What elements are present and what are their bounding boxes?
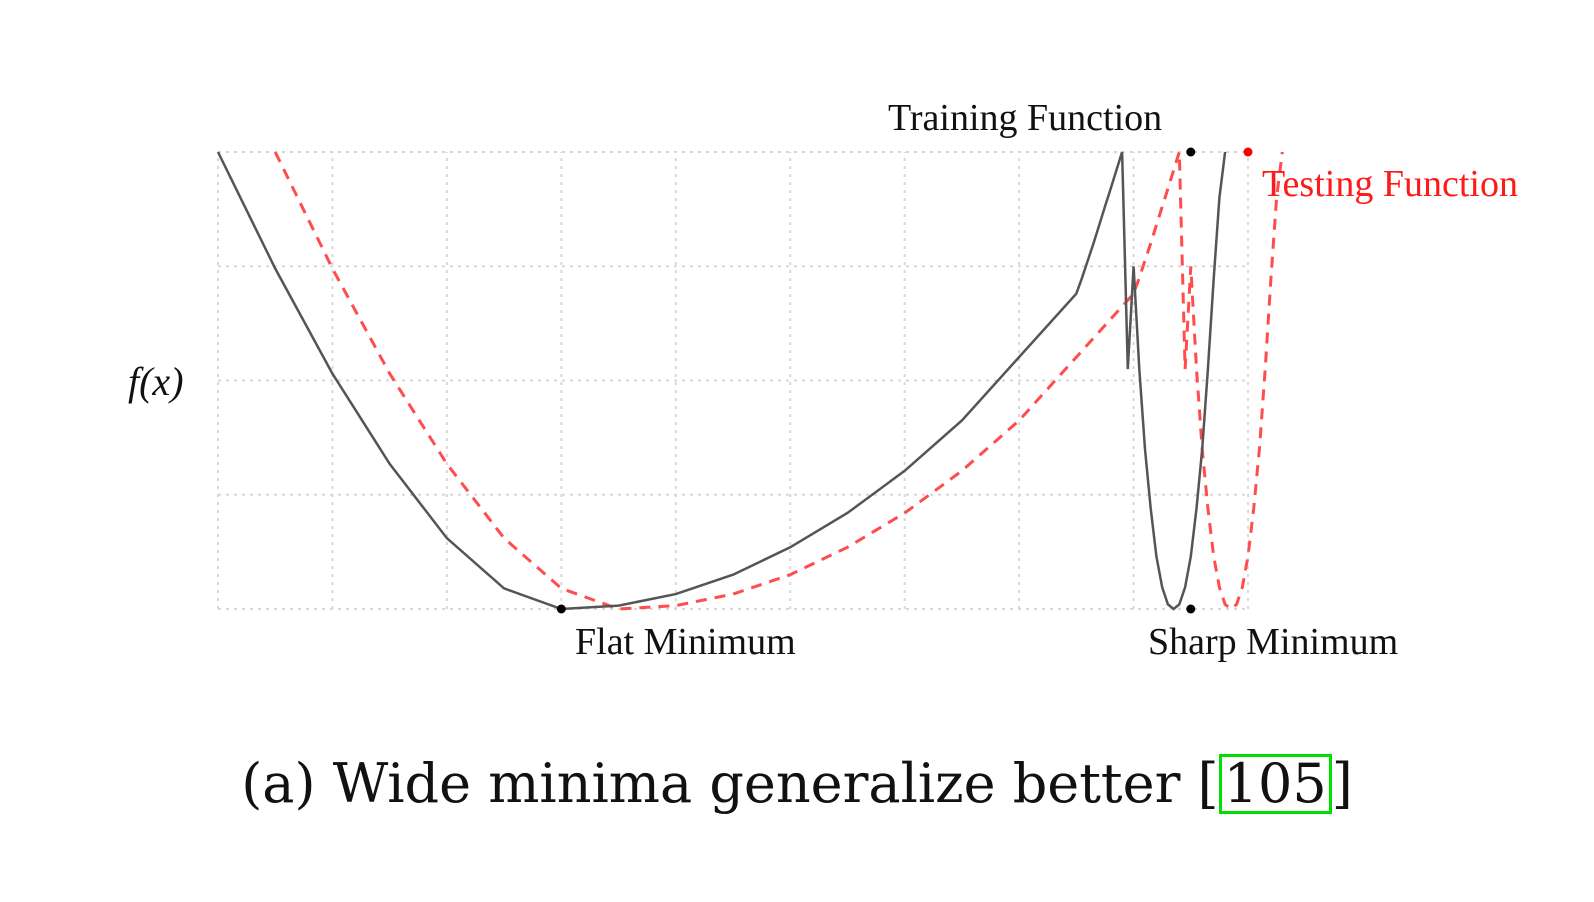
- training-function-label: Training Function: [888, 97, 1162, 139]
- flat-minimum-label: Flat Minimum: [575, 621, 796, 663]
- y-axis-label: f(x): [128, 359, 184, 404]
- sharp-minimum-point: [1186, 604, 1196, 614]
- flat-minimum-point: [556, 604, 566, 614]
- sharp-minimum-label: Sharp Minimum: [1148, 621, 1398, 663]
- testing-function-label: Testing Function: [1262, 163, 1518, 205]
- caption-bracket: ]: [1331, 752, 1353, 815]
- markers: [556, 147, 1253, 614]
- citation-link[interactable]: 105: [1218, 754, 1332, 814]
- training-end-point: [1186, 147, 1196, 157]
- grid: [217, 151, 1249, 610]
- series-line-training-function: [216, 151, 1227, 611]
- caption-text: (a) Wide minima generalize better [: [241, 752, 1219, 815]
- testing-end-point: [1243, 147, 1253, 157]
- figure-caption: (a) Wide minima generalize better [105]: [0, 752, 1594, 815]
- curves: [216, 151, 1284, 611]
